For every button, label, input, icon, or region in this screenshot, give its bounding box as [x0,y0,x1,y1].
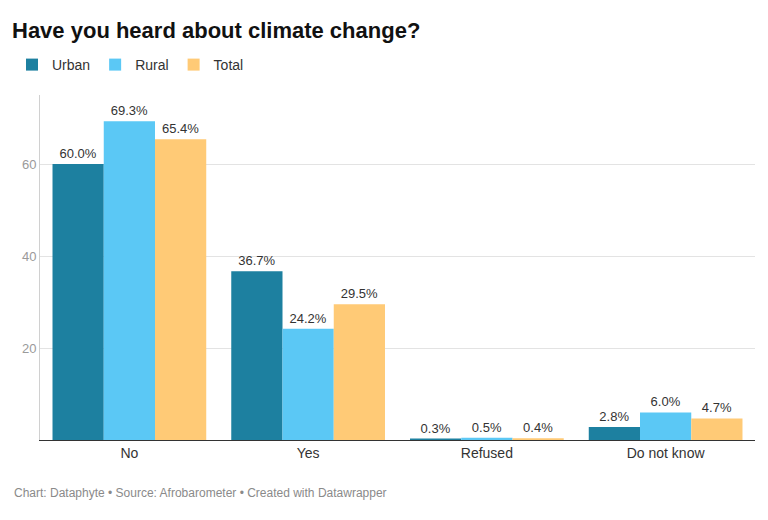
svg-text:4.7%: 4.7% [702,400,732,415]
svg-text:No: No [120,445,138,461]
svg-text:60.0%: 60.0% [59,146,96,161]
svg-text:65.4%: 65.4% [162,121,199,136]
svg-text:36.7%: 36.7% [238,253,275,268]
svg-text:0.4%: 0.4% [523,420,553,435]
svg-text:Chart: Dataphyte • Source: Afr: Chart: Dataphyte • Source: Afrobarometer… [14,486,387,500]
svg-text:69.3%: 69.3% [111,103,148,118]
svg-text:6.0%: 6.0% [651,394,681,409]
svg-text:0.5%: 0.5% [472,420,502,435]
svg-text:0.3%: 0.3% [421,421,451,436]
svg-text:Yes: Yes [297,445,320,461]
svg-text:Have you heard about climate c: Have you heard about climate change? [12,18,420,43]
svg-text:2.8%: 2.8% [599,409,629,424]
svg-text:Refused: Refused [461,445,513,461]
svg-text:Rural: Rural [135,57,168,73]
svg-text:40: 40 [22,249,36,264]
svg-text:20: 20 [22,341,36,356]
svg-text:Total: Total [214,57,244,73]
svg-text:24.2%: 24.2% [289,311,326,326]
svg-text:Do not know: Do not know [627,445,706,461]
svg-text:29.5%: 29.5% [341,286,378,301]
svg-text:Urban: Urban [52,57,90,73]
svg-text:60: 60 [22,157,36,172]
